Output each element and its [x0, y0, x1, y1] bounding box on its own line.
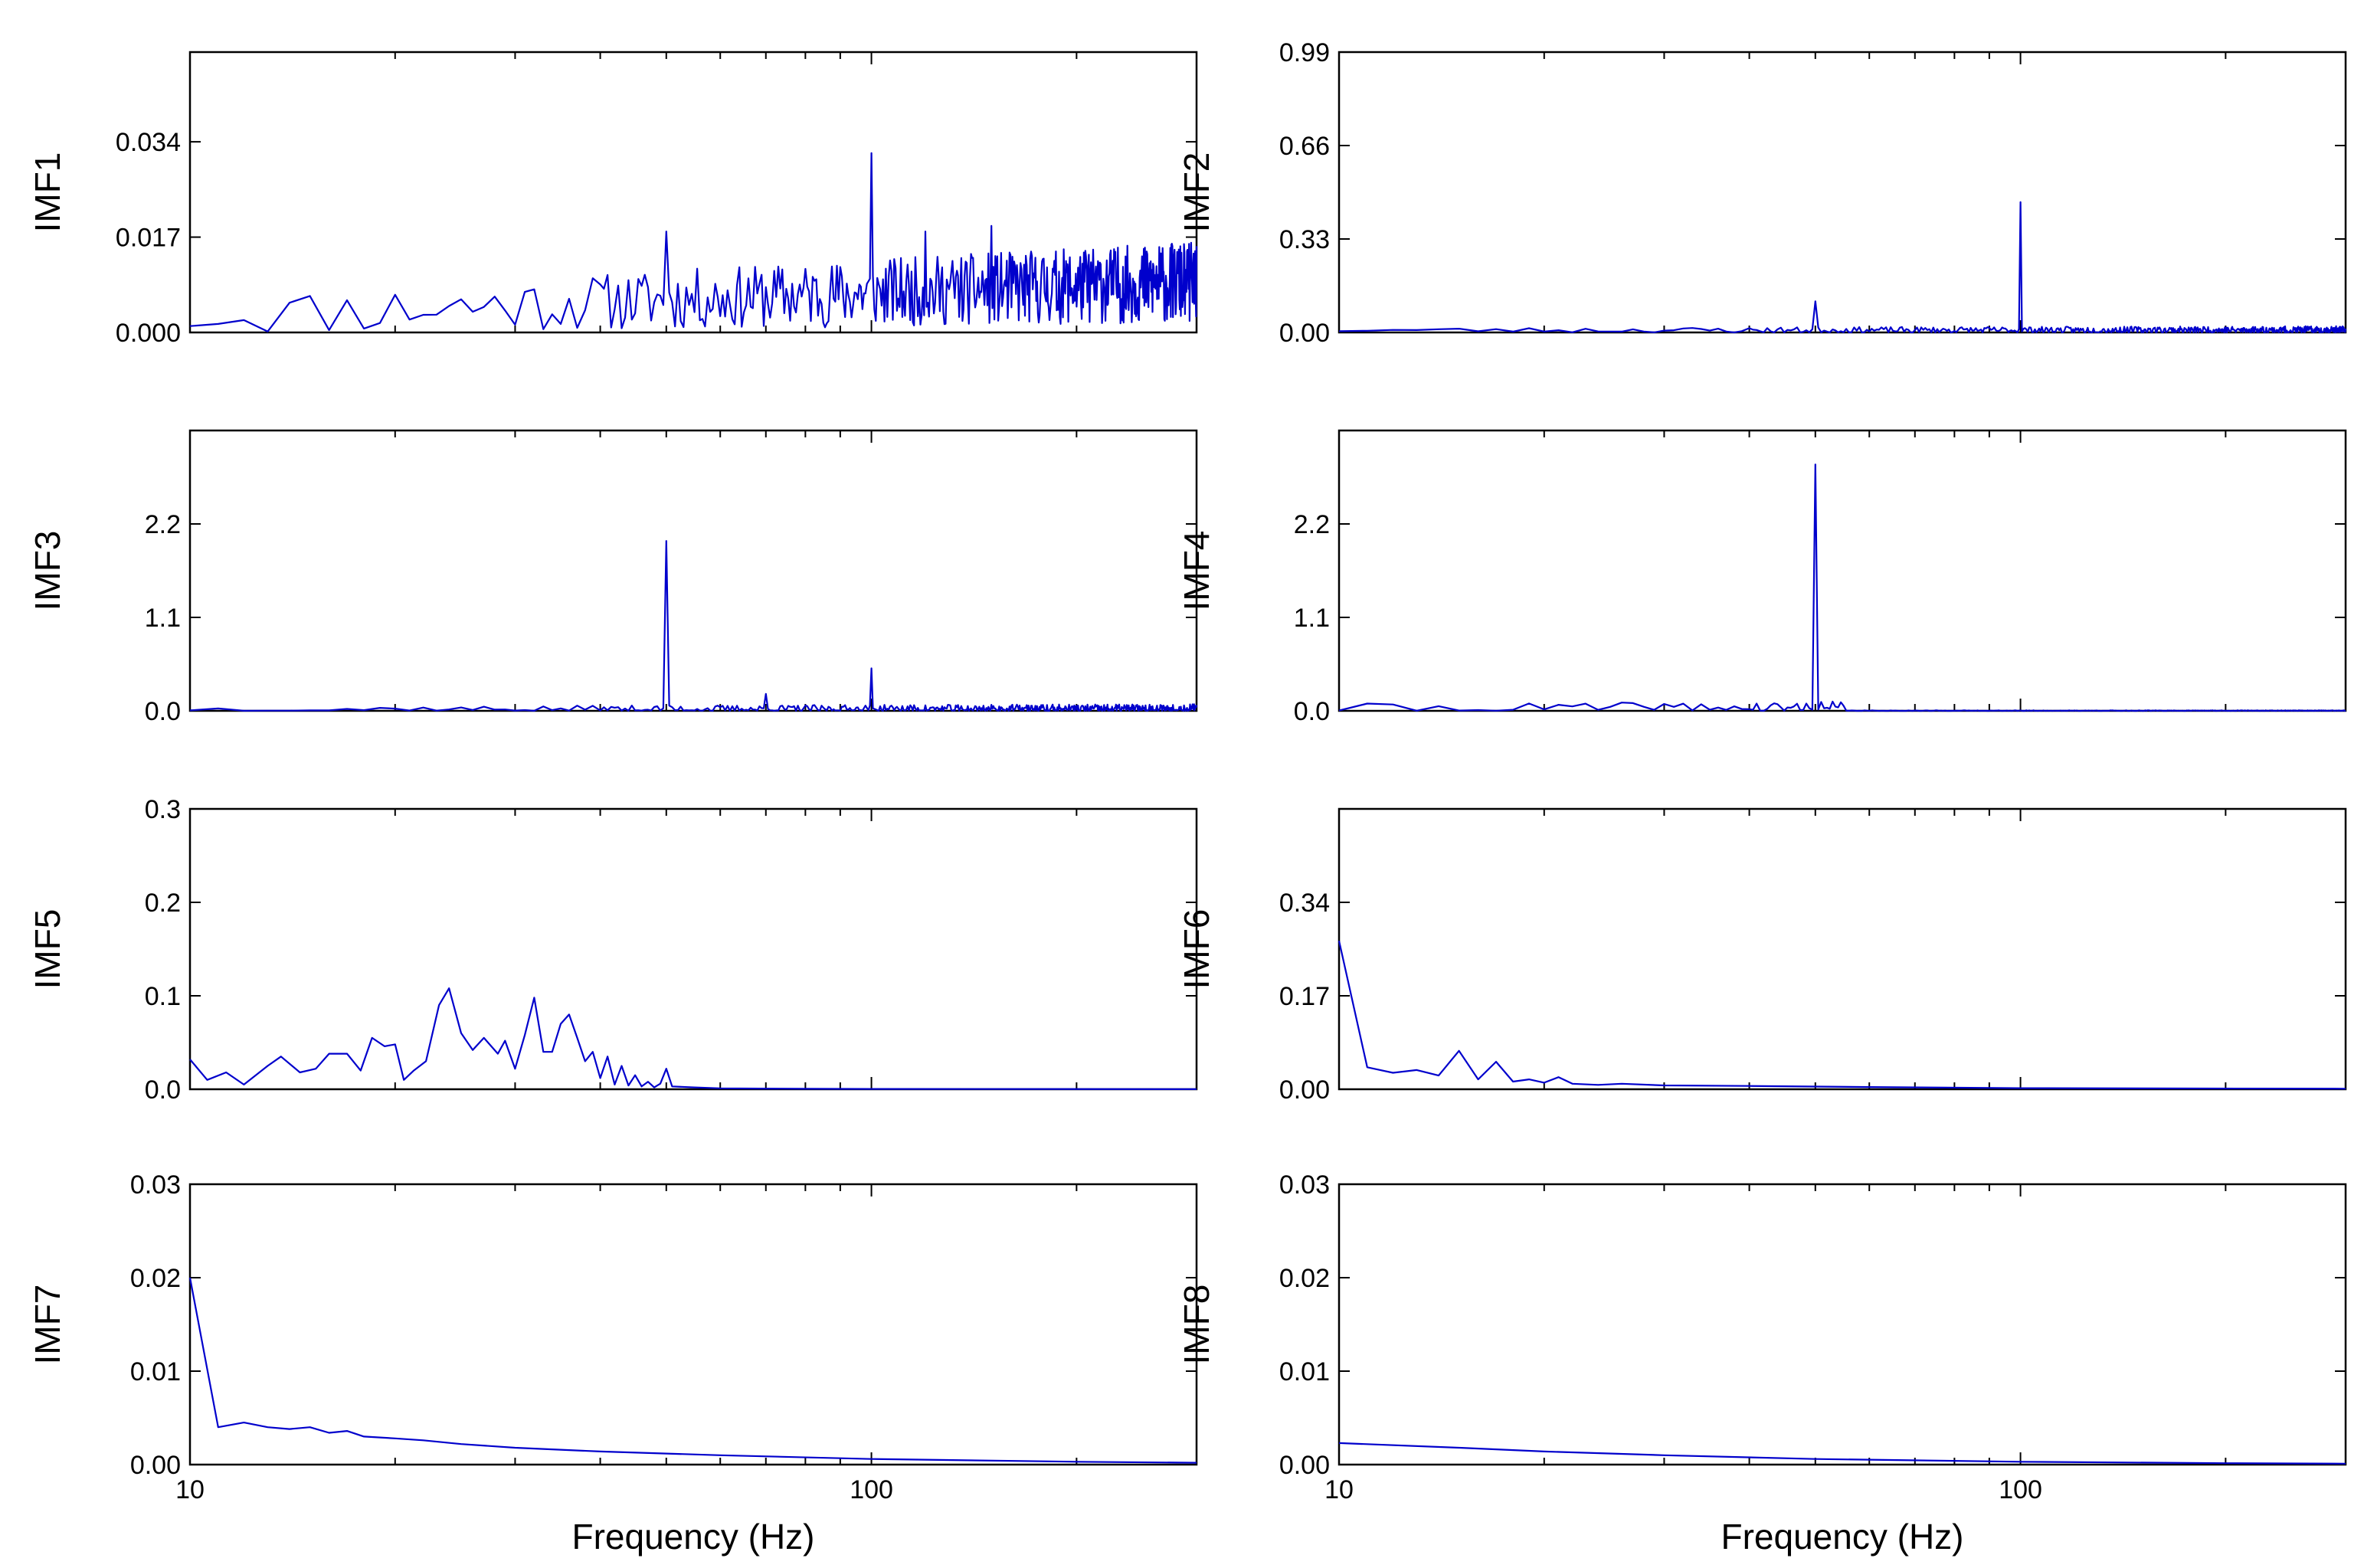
- y-tick-label: 0.000: [116, 319, 181, 348]
- y-tick-label: 0.01: [130, 1357, 181, 1386]
- y-tick-label: 0.33: [1279, 225, 1330, 254]
- y-tick-label: 0.034: [116, 128, 181, 157]
- y-axis-label: IMF3: [28, 531, 67, 611]
- y-tick-label: 0.017: [116, 224, 181, 253]
- y-tick-label: 1.1: [1294, 604, 1330, 633]
- y-tick-label: 0.2: [145, 889, 181, 918]
- y-tick-label: 0.0: [145, 697, 181, 726]
- y-tick-label: 0.00: [1279, 1451, 1330, 1480]
- y-tick-label: 0.3: [145, 795, 181, 824]
- y-axis-label: IMF6: [1177, 909, 1216, 990]
- panel-imf7: 0.00 0.01 0.02 0.03 10 100 Frequency (Hz) IMF7: [28, 1170, 1198, 1557]
- y-axis-label: IMF2: [1177, 152, 1216, 233]
- y-tick-label: 0.03: [130, 1170, 181, 1200]
- x-tick-label: 10: [175, 1475, 205, 1504]
- series-line-imf1: [189, 152, 1198, 332]
- y-tick-label: 2.2: [1294, 510, 1330, 539]
- y-tick-label: 0.66: [1279, 132, 1330, 161]
- plot-frame: [188, 429, 1198, 712]
- y-axis-label: IMF7: [28, 1285, 67, 1365]
- series-line-imf7: [188, 1277, 1197, 1464]
- y-tick-label: 0.00: [1279, 1075, 1330, 1105]
- x-tick-label: 10: [1324, 1475, 1354, 1504]
- plot-frame: [1338, 807, 2347, 1091]
- y-tick-label: 0.99: [1279, 38, 1330, 67]
- y-axis-label: IMF4: [1177, 531, 1216, 611]
- y-tick-label: 0.02: [1279, 1264, 1330, 1293]
- series-line-imf5: [189, 987, 1197, 1090]
- series-line-imf8: [1338, 1442, 2346, 1465]
- plot-frame: [1338, 51, 2347, 334]
- x-tick-label: 100: [1999, 1475, 2042, 1504]
- series-line-imf4: [1338, 463, 2346, 712]
- y-tick-label: 0.00: [130, 1451, 181, 1480]
- y-tick-label: 0.17: [1279, 982, 1330, 1011]
- y-tick-label: 0.01: [1279, 1357, 1330, 1386]
- x-tick-label: 100: [850, 1475, 893, 1504]
- panel-imf3: 0.0 1.1 2.2 IMF3: [28, 429, 1198, 726]
- y-tick-label: 0.1: [145, 982, 181, 1011]
- y-axis-label: IMF1: [28, 152, 67, 233]
- y-tick-label: 0.0: [1294, 697, 1330, 726]
- y-tick-label: 1.1: [145, 604, 181, 633]
- plot-frame: [188, 1183, 1198, 1466]
- series-line-imf2: [1338, 201, 2347, 334]
- plot-frame: [188, 807, 1198, 1091]
- plot-frame: [1338, 1183, 2347, 1466]
- panel-imf6: 0.00 0.17 0.34 IMF6: [1177, 807, 2347, 1105]
- series-line-imf3: [189, 540, 1198, 712]
- panel-imf4: 0.0 1.1 2.2 IMF4: [1177, 429, 2347, 726]
- plot-frame: [188, 51, 1198, 334]
- panel-imf1: 0.000 0.017 0.034 IMF1: [28, 51, 1198, 348]
- y-axis-label: IMF5: [28, 909, 67, 990]
- plot-frame: [1338, 429, 2347, 712]
- y-tick-label: 0.0: [145, 1075, 181, 1105]
- y-tick-label: 0.03: [1279, 1170, 1330, 1200]
- y-axis-label: IMF8: [1177, 1285, 1216, 1365]
- y-tick-label: 0.34: [1279, 889, 1330, 918]
- y-tick-label: 0.00: [1279, 319, 1330, 348]
- panel-imf2: 0.00 0.33 0.66 0.99 IMF2: [1177, 38, 2347, 348]
- y-tick-label: 2.2: [145, 510, 181, 539]
- panel-imf5: 0.0 0.1 0.2 0.3 IMF5: [28, 795, 1198, 1105]
- y-tick-label: 0.02: [130, 1264, 181, 1293]
- panel-imf8: 0.00 0.01 0.02 0.03 10 100 Frequency (Hz) IMF8: [1177, 1170, 2347, 1557]
- x-axis-title: Frequency (Hz): [572, 1517, 815, 1557]
- x-axis-title: Frequency (Hz): [1721, 1517, 1964, 1557]
- series-line-imf6: [1338, 940, 2346, 1090]
